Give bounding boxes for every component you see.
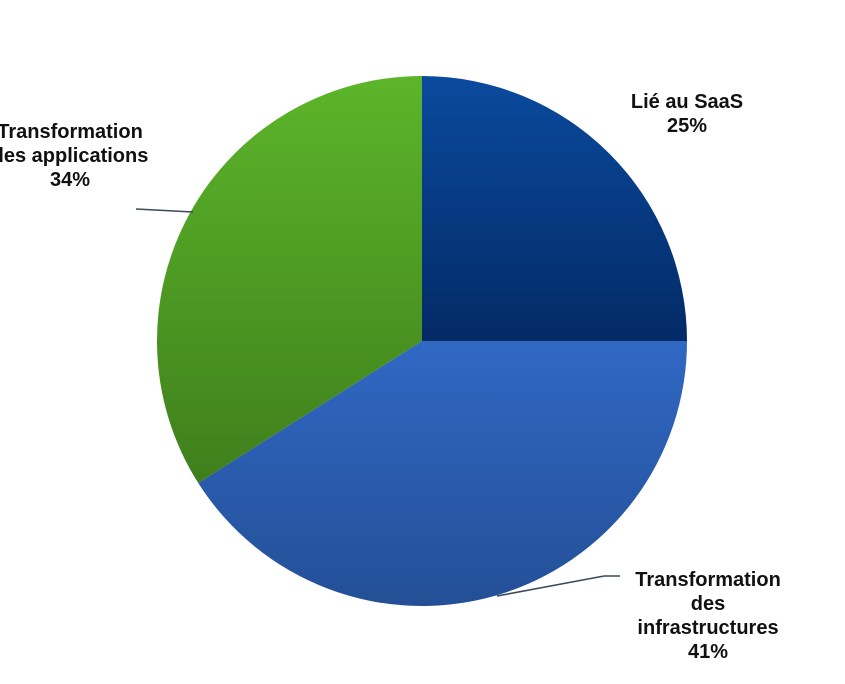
leader-line-transformation-des-applications: [135, 208, 194, 213]
slice-value-label: 41%: [688, 641, 728, 663]
slice-value-label: 34%: [50, 169, 90, 191]
slice-name-line: Transformation: [0, 121, 143, 143]
pie-slice-transformation-des-applications: [156, 76, 422, 483]
leader-lines: [135, 208, 620, 597]
slice-value-label: 25%: [667, 115, 707, 137]
slice-label-transformation-des-applications: Transformation des applications 34%: [0, 121, 148, 191]
pie-slice-lie-au-saas: [422, 76, 687, 341]
pie-slice-transformation-des-infrastructures: [198, 341, 687, 607]
slice-label-transformation-des-infrastructures: Transformation des infrastructures 41%: [635, 569, 781, 663]
slice-name-line: des: [691, 593, 725, 615]
slice-name-line: infrastructures: [637, 617, 778, 639]
leader-line-transformation-des-infrastructures: [496, 575, 620, 597]
slice-label-lie-au-saas: Lié au SaaS 25%: [631, 91, 743, 137]
slice-labels: Lié au SaaS 25%Transformation des infrastru…: [0, 91, 781, 663]
slice-name-line: Transformation: [635, 569, 781, 591]
pie-slices: [156, 76, 687, 607]
slice-name-line: Lié au SaaS: [631, 91, 743, 113]
slice-name-line: des applications: [0, 145, 148, 167]
